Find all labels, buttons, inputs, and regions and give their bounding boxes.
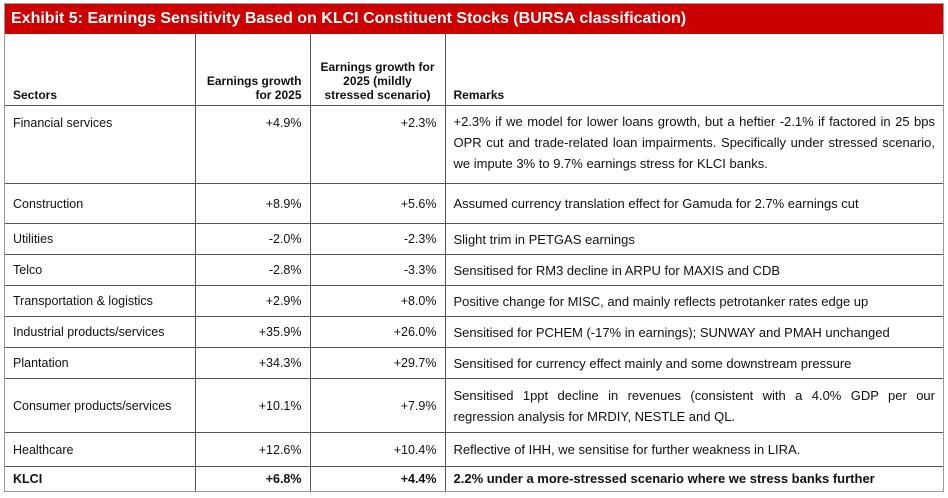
- remarks-cell: +2.3% if we model for lower loans growth…: [444, 105, 943, 184]
- table-row: Consumer products/services +10.1% +7.9% …: [5, 378, 943, 433]
- header-remarks: Remarks: [444, 34, 943, 106]
- sector-cell: Plantation: [13, 356, 69, 370]
- remarks-cell: Sensitised for currency effect mainly an…: [444, 347, 943, 379]
- table-row: Telco -2.8% -3.3% Sensitised for RM3 dec…: [5, 254, 943, 286]
- header-earnings-growth: Earnings growth for 2025: [194, 34, 310, 106]
- growth-cell: +8.9%: [194, 183, 310, 224]
- remarks-cell: Sensitised for PCHEM (-17% in earnings);…: [444, 316, 943, 348]
- remarks-cell: Positive change for MISC, and mainly ref…: [444, 285, 943, 317]
- stressed-cell: +5.6%: [309, 183, 445, 224]
- growth-cell: -2.0%: [194, 223, 310, 255]
- table-row: Financial services +4.9% +2.3% +2.3% if …: [5, 105, 943, 184]
- table-row-total: KLCI +6.8% +4.4% 2.2% under a more-stres…: [5, 466, 943, 491]
- stressed-cell: +26.0%: [309, 316, 445, 348]
- sector-cell: Utilities: [13, 232, 54, 246]
- stressed-cell: +2.3%: [309, 105, 445, 184]
- header-earnings-growth-stressed: Earnings growth for 2025 (mildly stresse…: [309, 34, 445, 106]
- growth-cell: +10.1%: [194, 378, 310, 433]
- table-row: Healthcare +12.6% +10.4% Reflective of I…: [5, 432, 943, 467]
- remarks-cell: Reflective of IHH, we sensitise for furt…: [444, 432, 943, 467]
- growth-cell: +35.9%: [194, 316, 310, 348]
- header-sectors: Sectors: [13, 88, 58, 102]
- growth-cell: -2.8%: [194, 254, 310, 286]
- remarks-cell: Sensitised 1ppt decline in revenues (con…: [444, 378, 943, 433]
- growth-cell: +34.3%: [194, 347, 310, 379]
- table-row: Plantation +34.3% +29.7% Sensitised for …: [5, 347, 943, 379]
- table-row: Construction +8.9% +5.6% Assumed currenc…: [5, 183, 943, 224]
- stressed-cell: +29.7%: [309, 347, 445, 379]
- exhibit-title: Exhibit 5: Earnings Sensitivity Based on…: [5, 4, 943, 34]
- sector-cell: KLCI: [13, 471, 43, 486]
- stressed-cell: +10.4%: [309, 432, 445, 467]
- growth-cell: +6.8%: [194, 466, 310, 491]
- stressed-cell: +4.4%: [309, 466, 445, 491]
- growth-cell: +12.6%: [194, 432, 310, 467]
- sector-cell: Construction: [13, 196, 84, 211]
- sector-cell: Healthcare: [13, 442, 74, 457]
- table-row: Industrial products/services +35.9% +26.…: [5, 316, 943, 348]
- sector-cell: Telco: [13, 263, 43, 277]
- sector-cell: Industrial products/services: [13, 325, 165, 339]
- remarks-cell: Sensitised for RM3 decline in ARPU for M…: [444, 254, 943, 286]
- header-row: Sectors Earnings growth for 2025 Earning…: [5, 34, 943, 106]
- sector-cell: Financial services: [13, 116, 113, 130]
- remarks-cell: Slight trim in PETGAS earnings: [444, 223, 943, 255]
- earnings-sensitivity-table: Sectors Earnings growth for 2025 Earning…: [5, 34, 943, 491]
- stressed-cell: +7.9%: [309, 378, 445, 433]
- exhibit-container: Exhibit 5: Earnings Sensitivity Based on…: [4, 3, 944, 492]
- table-row: Transportation & logistics +2.9% +8.0% P…: [5, 285, 943, 317]
- stressed-cell: -3.3%: [309, 254, 445, 286]
- remarks-cell: Assumed currency translation effect for …: [444, 183, 943, 224]
- sector-cell: Transportation & logistics: [13, 294, 153, 308]
- stressed-cell: -2.3%: [309, 223, 445, 255]
- growth-cell: +4.9%: [194, 105, 310, 184]
- table-row: Utilities -2.0% -2.3% Slight trim in PET…: [5, 223, 943, 255]
- growth-cell: +2.9%: [194, 285, 310, 317]
- stressed-cell: +8.0%: [309, 285, 445, 317]
- remarks-cell: 2.2% under a more-stressed scenario wher…: [444, 466, 943, 491]
- sector-cell: Consumer products/services: [13, 398, 172, 413]
